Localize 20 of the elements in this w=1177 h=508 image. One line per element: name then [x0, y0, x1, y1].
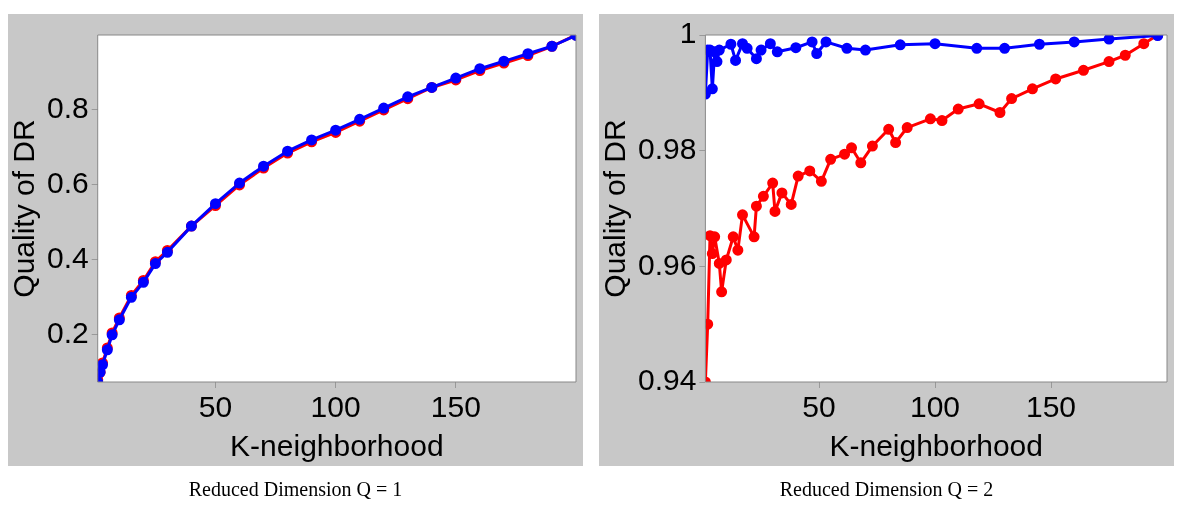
- y-tick-label: 0.8: [46, 91, 89, 125]
- y-tick-label: 1: [679, 16, 697, 50]
- x-tick-label: 100: [910, 390, 961, 424]
- y-tick-label: 0.96: [638, 247, 697, 281]
- y-axis-title: Quality of DR: [7, 119, 41, 298]
- text: Reduced Dimension Q = 1: [187, 478, 404, 501]
- x-tick-label: 50: [198, 390, 233, 424]
- y-tick-label: 0.4: [46, 241, 89, 275]
- x-tick-label: 100: [310, 390, 361, 424]
- x-tick-label: 50: [802, 390, 836, 424]
- y-tick-label: 0.94: [638, 363, 697, 397]
- y-tick-label: 0.98: [638, 131, 697, 165]
- x-tick-label: 150: [430, 390, 481, 424]
- y-tick-label: 0.6: [46, 166, 89, 200]
- x-tick-label: 150: [1025, 390, 1077, 424]
- y-tick-label: 0.2: [46, 316, 89, 350]
- x-axis-title: K-neighborhood: [829, 429, 1043, 463]
- x-axis-title: K-neighborhood: [230, 429, 444, 463]
- y-axis-title: Quality of DR: [598, 119, 632, 298]
- text: Reduced Dimension Q = 2: [778, 478, 995, 501]
